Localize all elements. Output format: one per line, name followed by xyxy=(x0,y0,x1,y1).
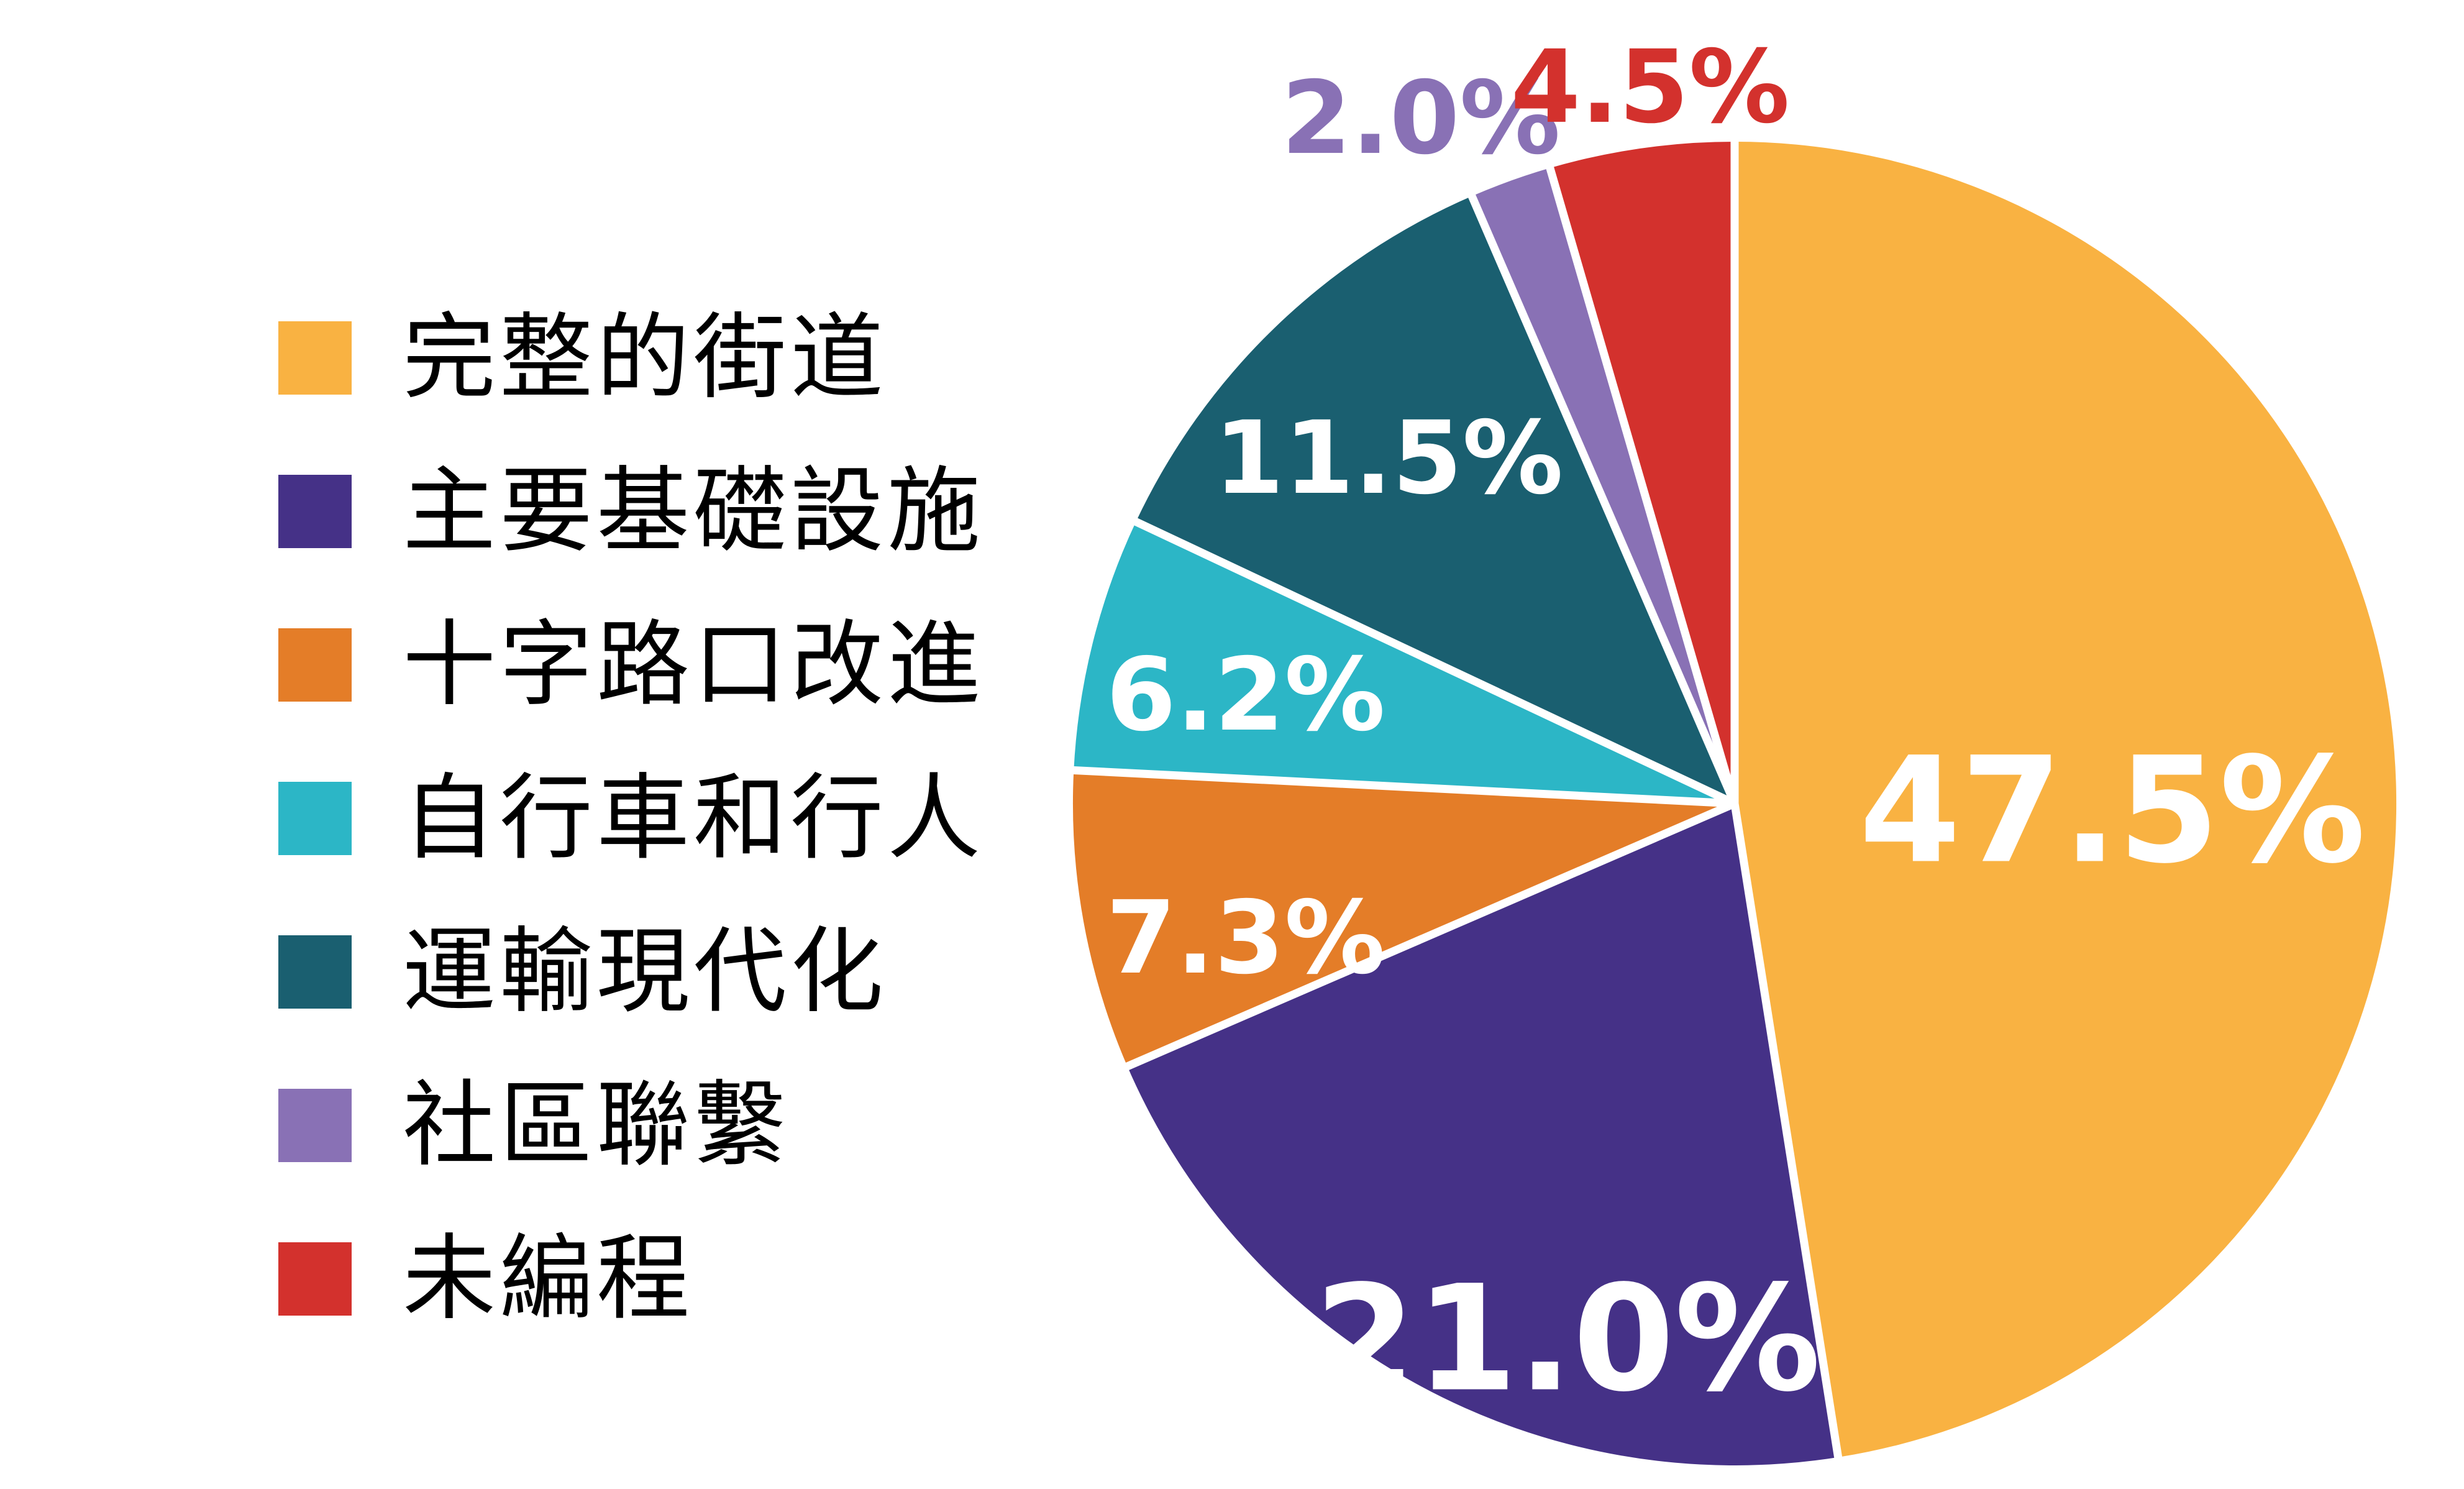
slice-separator xyxy=(1121,800,1736,1073)
slice-label-1: 21.0% xyxy=(1314,1255,1820,1424)
legend-item-1: 主要基礎設施 xyxy=(278,457,985,566)
legend-item-4: 運輸現代化 xyxy=(278,918,984,1026)
pie-slice-2 xyxy=(1072,770,1735,1066)
slice-separator xyxy=(1730,802,1843,1463)
slice-label-6: 4.5% xyxy=(1510,29,1789,146)
legend-swatch-icon xyxy=(278,321,352,395)
legend-item-0: 完整的街道 xyxy=(278,304,984,412)
legend-item-3: 自行車和行人 xyxy=(278,764,985,873)
slice-separator xyxy=(1069,766,1735,808)
legend: 完整的街道主要基礎設施 十字路口改進 自行車和行人 運輸現代化社區聯繫未編程 xyxy=(278,304,985,1333)
pie-slice-3 xyxy=(1074,521,1735,804)
slice-label-5: 2.0% xyxy=(1281,60,1560,177)
pie-slice-1 xyxy=(1127,804,1838,1466)
slice-label-2: 7.3% xyxy=(1106,880,1385,997)
slice-label-0: 47.5% xyxy=(1859,726,2365,896)
pie-slice-4 xyxy=(1136,196,1735,804)
legend-label: 完整的街道 xyxy=(403,304,888,412)
legend-label: 運輸現代化 xyxy=(403,918,888,1026)
legend-label: 自行車和行人 xyxy=(403,764,985,873)
legend-label: 社區聯繫 xyxy=(403,1071,791,1180)
legend-label: 主要基礎設施 xyxy=(403,457,985,566)
legend-swatch-icon xyxy=(278,1089,352,1162)
legend-label: 未編程 xyxy=(403,1225,694,1333)
pie-slice-0 xyxy=(1735,142,2397,1457)
slice-separator xyxy=(1545,162,1739,805)
legend-swatch-icon xyxy=(278,475,352,548)
legend-item-5: 社區聯繫 xyxy=(278,1071,984,1180)
legend-item-2: 十字路口改進 xyxy=(278,611,985,719)
legend-swatch-icon xyxy=(278,782,352,855)
slice-label-3: 6.2% xyxy=(1106,637,1385,754)
slice-label-4: 11.5% xyxy=(1214,400,1563,517)
slice-separator xyxy=(1466,190,1738,805)
legend-swatch-icon xyxy=(278,628,352,702)
legend-label: 十字路口改進 xyxy=(403,611,985,719)
legend-swatch-icon xyxy=(278,935,352,1009)
slice-separator xyxy=(1129,516,1736,807)
legend-item-6: 未編程 xyxy=(278,1225,984,1333)
legend-swatch-icon xyxy=(278,1242,352,1316)
